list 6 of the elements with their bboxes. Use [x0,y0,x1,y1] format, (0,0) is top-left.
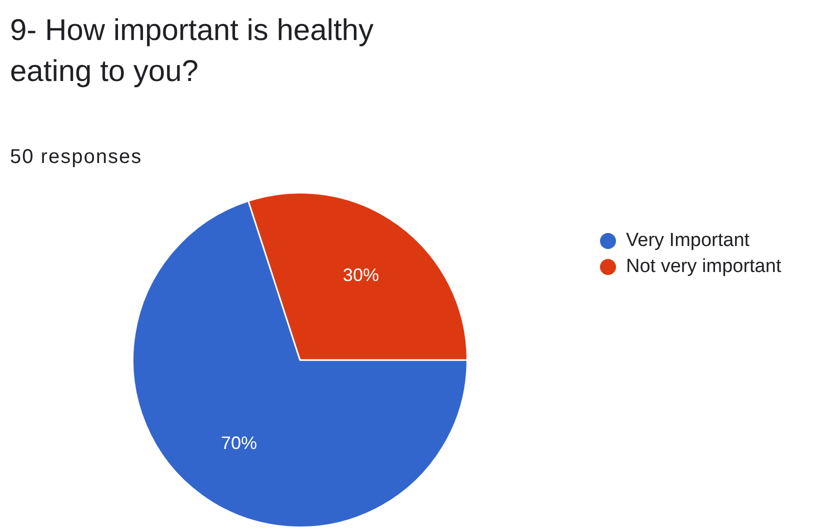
legend-label: Very Important [626,230,750,252]
chart-title: 9- How important is healthy eating to you? [10,13,374,90]
chart-subtitle: 50 responses [10,146,142,169]
data-label: 70% [221,432,258,453]
legend-label: Not very important [626,256,782,278]
data-label: 30% [342,265,379,286]
